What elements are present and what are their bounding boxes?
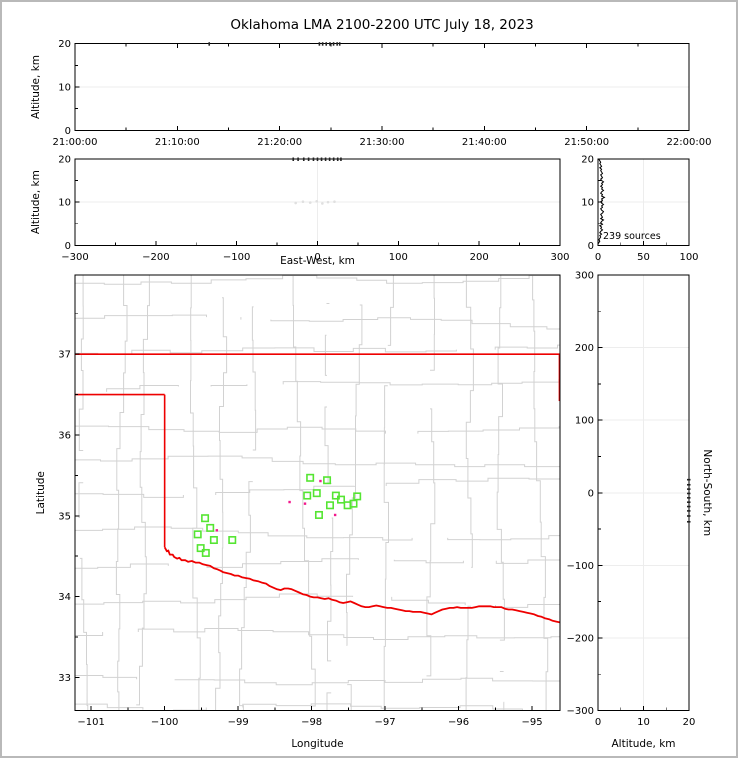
station-marker (228, 536, 237, 545)
x-tick-label: −100 (223, 252, 250, 263)
faint-source-dot (326, 200, 330, 204)
county-lines (75, 275, 560, 711)
x-tick-label: 21:00:00 (53, 137, 98, 148)
station-marker (314, 510, 323, 519)
x-tick-label: −300 (61, 252, 88, 263)
station-marker (331, 491, 340, 500)
lightning-source-dot (215, 529, 219, 532)
y-axis-label: Latitude (35, 471, 47, 514)
x-tick-label: −99 (228, 717, 249, 728)
plot-title: Oklahoma LMA 2100-2200 UTC July 18, 2023 (230, 17, 533, 33)
map-panel: −101 −100 −99 −98 −97 −96 −95 33 34 35 36 37 Latitud… (35, 274, 561, 750)
faint-source-dot (333, 200, 336, 204)
x-tick-label: −200 (142, 252, 169, 263)
panel-spines (74, 274, 561, 711)
x-tick-label: −95 (522, 717, 543, 728)
x-tick-label: 0 (314, 252, 320, 263)
station-marker (325, 501, 334, 510)
x-tick-label: 21:30:00 (360, 137, 405, 148)
x-tick-label: 21:10:00 (155, 137, 200, 148)
x-axis-label: Longitude (291, 738, 343, 750)
faint-source-dot (308, 201, 312, 204)
y-tick-label: 37 (58, 350, 71, 361)
y-axis-label: Altitude, km (30, 55, 42, 119)
x-tick-label: 22:00:00 (667, 137, 712, 148)
x-tick-label: −98 (301, 717, 322, 728)
y-tick-label: 10 (58, 83, 71, 94)
station-marker (337, 495, 346, 504)
y-tick-label: 0 (588, 241, 594, 252)
y-tick-label: 20 (581, 155, 594, 166)
lightning-source-dot (333, 513, 337, 517)
y-tick-label: −200 (567, 633, 594, 644)
station-marker (323, 476, 332, 485)
station-marker (196, 544, 205, 553)
station-marker (201, 514, 210, 523)
station-marker (353, 492, 362, 501)
y-tick-label: 0 (65, 126, 71, 137)
lightning-source-dot (303, 502, 307, 505)
station-marker (306, 473, 315, 482)
faint-source-dot (294, 201, 297, 205)
x-tick-label: 50 (637, 252, 650, 263)
x-tick-label: −96 (448, 717, 469, 728)
station-marker (209, 536, 218, 545)
y-tick-label: 10 (58, 198, 71, 209)
station-marker (193, 530, 202, 539)
x-tick-label: 21:40:00 (462, 137, 507, 148)
station-marker (303, 491, 312, 500)
x-tick-label: 100 (679, 252, 698, 263)
lightning-source-dot (288, 500, 291, 504)
x-tick-label: −97 (375, 717, 396, 728)
faint-source-dot (301, 200, 305, 204)
y-tick-label: 20 (58, 39, 71, 50)
x-tick-label: 21:20:00 (257, 137, 302, 148)
histogram-panel: 0 50 100 0 10 20 239 sources (581, 155, 698, 263)
y-tick-label: 0 (588, 488, 594, 499)
y-tick-label: −300 (567, 706, 594, 717)
red-river-border (163, 546, 560, 624)
y-tick-label: −100 (567, 561, 594, 572)
time-height-panel: 21:00:00 21:10:00 21:20:00 21:30:00 21:40:00… (30, 39, 711, 148)
source-count-annotation: 239 sources (603, 231, 661, 242)
ew-height-panel: −300 −200 −100 0 100 200 300 0 10 20 Altitude, km E… (30, 155, 570, 268)
x-tick-label: 10 (637, 717, 650, 728)
y-tick-label: 35 (58, 511, 71, 522)
lightning-source-dot (319, 479, 322, 483)
y-tick-label: 34 (58, 592, 71, 603)
ns-height-panel: 0 10 20 −300 −200 −100 0 100 200 300 Altitude, km N… (567, 271, 713, 751)
y-tick-label: 200 (575, 343, 594, 354)
x-tick-label: 0 (595, 717, 601, 728)
y-tick-label: 33 (58, 673, 71, 684)
y-tick-label: 100 (575, 416, 594, 427)
y-tick-label: 0 (65, 241, 71, 252)
y-tick-label: 20 (58, 155, 71, 166)
x-tick-label: 200 (470, 252, 489, 263)
x-tick-label: −100 (151, 717, 178, 728)
x-tick-label: 100 (389, 252, 408, 263)
x-axis-label: Altitude, km (611, 738, 675, 750)
x-axis-label: East-West, km (280, 255, 355, 267)
x-tick-label: 21:50:00 (564, 137, 609, 148)
station-marker (312, 489, 321, 498)
station-marker (201, 548, 210, 557)
x-tick-label: −101 (77, 717, 104, 728)
y-tick-label: 300 (575, 271, 594, 282)
y-axis-label: Altitude, km (30, 170, 42, 234)
x-tick-label: 20 (683, 717, 696, 728)
station-marker (206, 523, 215, 532)
map-content (75, 275, 560, 711)
x-tick-label: 300 (550, 252, 569, 263)
station-marker (349, 499, 358, 508)
y-tick-label: 10 (581, 198, 594, 209)
x-tick-label: 0 (595, 252, 601, 263)
faint-source-dot (321, 202, 324, 205)
y-axis-label: North-South, km (701, 449, 713, 536)
faint-source-dot (315, 199, 318, 203)
y-tick-label: 36 (58, 430, 71, 441)
